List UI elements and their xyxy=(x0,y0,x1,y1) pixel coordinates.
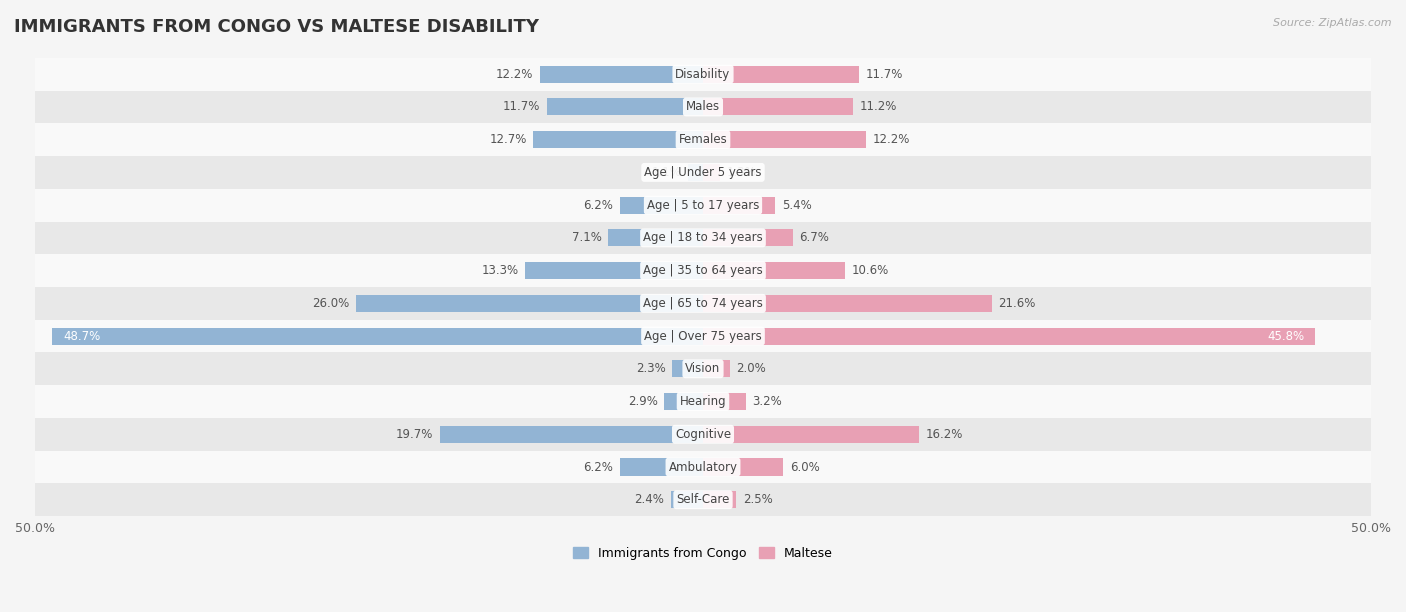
Text: 3.2%: 3.2% xyxy=(752,395,782,408)
Bar xyxy=(620,458,703,476)
Bar xyxy=(35,418,1371,450)
Text: 2.5%: 2.5% xyxy=(744,493,773,506)
Bar xyxy=(35,353,1371,385)
Bar xyxy=(703,360,730,378)
Bar xyxy=(703,131,866,148)
Text: Hearing: Hearing xyxy=(679,395,727,408)
Bar xyxy=(703,426,920,442)
Bar xyxy=(703,65,859,83)
Text: Females: Females xyxy=(679,133,727,146)
Bar xyxy=(703,196,775,214)
Text: 45.8%: 45.8% xyxy=(1267,330,1305,343)
Text: 6.0%: 6.0% xyxy=(790,460,820,474)
Bar xyxy=(35,91,1371,123)
Bar xyxy=(35,156,1371,188)
Text: 2.4%: 2.4% xyxy=(634,493,664,506)
Bar xyxy=(671,491,703,508)
Text: Age | 65 to 74 years: Age | 65 to 74 years xyxy=(643,297,763,310)
Text: Age | 5 to 17 years: Age | 5 to 17 years xyxy=(647,199,759,212)
Bar xyxy=(703,295,991,312)
Bar xyxy=(703,99,852,116)
Bar xyxy=(526,262,703,279)
Text: 12.7%: 12.7% xyxy=(489,133,527,146)
Text: 2.0%: 2.0% xyxy=(737,362,766,375)
Text: 2.3%: 2.3% xyxy=(636,362,665,375)
Text: Ambulatory: Ambulatory xyxy=(668,460,738,474)
Bar xyxy=(703,262,845,279)
Text: 6.7%: 6.7% xyxy=(799,231,830,244)
Bar xyxy=(703,458,783,476)
Text: 13.3%: 13.3% xyxy=(481,264,519,277)
Bar xyxy=(689,164,703,181)
Bar xyxy=(356,295,703,312)
Text: 7.1%: 7.1% xyxy=(572,231,602,244)
Text: IMMIGRANTS FROM CONGO VS MALTESE DISABILITY: IMMIGRANTS FROM CONGO VS MALTESE DISABIL… xyxy=(14,18,538,36)
Bar xyxy=(620,196,703,214)
Text: 10.6%: 10.6% xyxy=(851,264,889,277)
Bar xyxy=(52,327,703,345)
Bar xyxy=(703,327,1315,345)
Text: Age | 18 to 34 years: Age | 18 to 34 years xyxy=(643,231,763,244)
Text: 11.7%: 11.7% xyxy=(866,68,904,81)
Text: 6.2%: 6.2% xyxy=(583,199,613,212)
Text: 1.1%: 1.1% xyxy=(652,166,682,179)
Bar xyxy=(35,385,1371,418)
Bar xyxy=(35,254,1371,287)
Text: 2.9%: 2.9% xyxy=(627,395,658,408)
Bar xyxy=(440,426,703,442)
Bar xyxy=(547,99,703,116)
Bar xyxy=(35,287,1371,319)
Bar xyxy=(35,319,1371,353)
Text: 26.0%: 26.0% xyxy=(312,297,349,310)
Text: 1.3%: 1.3% xyxy=(727,166,756,179)
Text: Age | Under 5 years: Age | Under 5 years xyxy=(644,166,762,179)
Bar xyxy=(533,131,703,148)
Text: Age | 35 to 64 years: Age | 35 to 64 years xyxy=(643,264,763,277)
Text: Source: ZipAtlas.com: Source: ZipAtlas.com xyxy=(1274,18,1392,28)
Bar xyxy=(672,360,703,378)
Text: Age | Over 75 years: Age | Over 75 years xyxy=(644,330,762,343)
Bar xyxy=(35,188,1371,222)
Text: 5.4%: 5.4% xyxy=(782,199,811,212)
Text: 11.7%: 11.7% xyxy=(502,100,540,113)
Text: 11.2%: 11.2% xyxy=(859,100,897,113)
Text: Vision: Vision xyxy=(685,362,721,375)
Text: 48.7%: 48.7% xyxy=(63,330,100,343)
Bar xyxy=(703,491,737,508)
Bar xyxy=(35,222,1371,254)
Bar xyxy=(703,164,720,181)
Text: Cognitive: Cognitive xyxy=(675,428,731,441)
Bar xyxy=(35,123,1371,156)
Bar xyxy=(664,393,703,410)
Text: 12.2%: 12.2% xyxy=(496,68,533,81)
Text: 6.2%: 6.2% xyxy=(583,460,613,474)
Text: Males: Males xyxy=(686,100,720,113)
Bar xyxy=(35,450,1371,483)
Bar xyxy=(540,65,703,83)
Legend: Immigrants from Congo, Maltese: Immigrants from Congo, Maltese xyxy=(568,542,838,565)
Text: 21.6%: 21.6% xyxy=(998,297,1036,310)
Text: Self-Care: Self-Care xyxy=(676,493,730,506)
Bar xyxy=(703,393,745,410)
Bar xyxy=(703,230,793,247)
Bar xyxy=(609,230,703,247)
Text: 16.2%: 16.2% xyxy=(927,428,963,441)
Text: 12.2%: 12.2% xyxy=(873,133,910,146)
Bar xyxy=(35,483,1371,516)
Text: Disability: Disability xyxy=(675,68,731,81)
Bar xyxy=(35,58,1371,91)
Text: 19.7%: 19.7% xyxy=(395,428,433,441)
